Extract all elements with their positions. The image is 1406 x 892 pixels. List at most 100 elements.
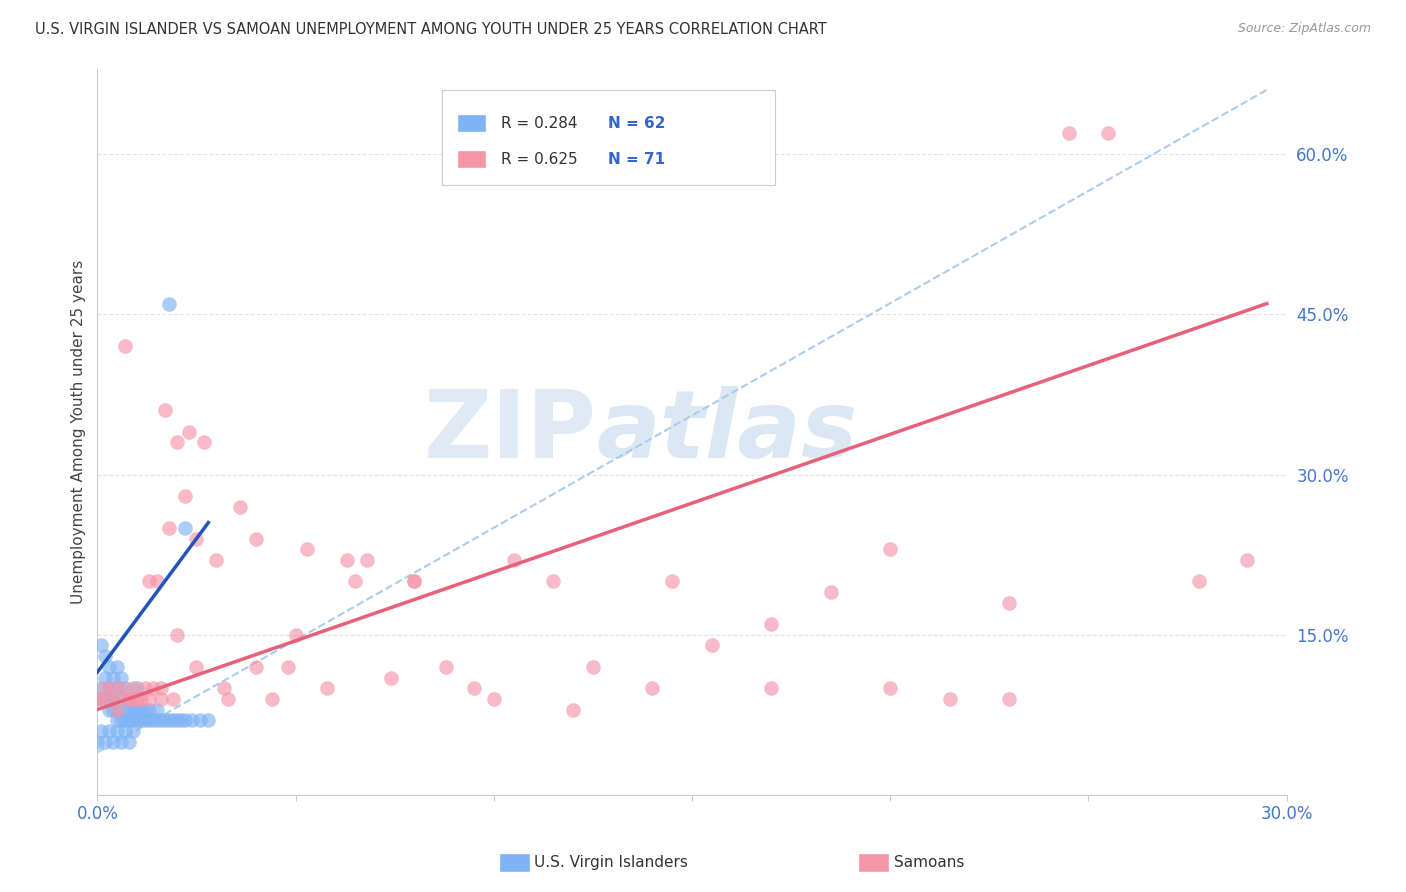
- Point: [212, 681, 235, 696]
- Point: [105, 660, 128, 674]
- Point: [114, 703, 136, 717]
- Point: [162, 713, 184, 727]
- Point: [434, 660, 457, 674]
- Point: [761, 617, 783, 632]
- Point: [90, 723, 112, 738]
- Point: [284, 628, 307, 642]
- Text: R = 0.284: R = 0.284: [501, 115, 576, 130]
- Point: [149, 713, 172, 727]
- Point: [277, 660, 299, 674]
- Point: [134, 713, 156, 727]
- Point: [105, 703, 128, 717]
- Point: [98, 660, 121, 674]
- Point: [186, 532, 208, 546]
- Point: [134, 681, 156, 696]
- Point: [336, 553, 359, 567]
- Point: [98, 723, 121, 738]
- Point: [86, 692, 108, 706]
- Point: [90, 681, 112, 696]
- Point: [173, 489, 195, 503]
- Point: [110, 671, 132, 685]
- Point: [103, 734, 125, 748]
- Point: [229, 500, 252, 514]
- Point: [153, 403, 176, 417]
- Point: [114, 339, 136, 353]
- Point: [190, 713, 212, 727]
- Point: [562, 703, 585, 717]
- Point: [138, 703, 160, 717]
- Point: [217, 692, 239, 706]
- Point: [146, 713, 169, 727]
- Point: [146, 703, 169, 717]
- Point: [1236, 553, 1258, 567]
- Point: [245, 532, 267, 546]
- Point: [177, 425, 200, 439]
- Point: [105, 723, 128, 738]
- Point: [94, 734, 117, 748]
- Text: U.S. VIRGIN ISLANDER VS SAMOAN UNEMPLOYMENT AMONG YOUTH UNDER 25 YEARS CORRELATI: U.S. VIRGIN ISLANDER VS SAMOAN UNEMPLOYM…: [35, 22, 827, 37]
- Point: [103, 671, 125, 685]
- Point: [463, 681, 485, 696]
- Point: [879, 542, 901, 557]
- Point: [103, 692, 125, 706]
- Point: [98, 692, 121, 706]
- Point: [149, 681, 172, 696]
- Point: [169, 713, 191, 727]
- Point: [245, 660, 267, 674]
- Point: [118, 692, 141, 706]
- Point: [122, 713, 145, 727]
- Point: [103, 703, 125, 717]
- Point: [122, 681, 145, 696]
- Point: [166, 628, 188, 642]
- Point: [90, 639, 112, 653]
- Point: [129, 703, 152, 717]
- Point: [103, 681, 125, 696]
- Point: [641, 681, 664, 696]
- Point: [138, 692, 160, 706]
- Bar: [457, 150, 486, 169]
- Point: [118, 692, 141, 706]
- Point: [149, 692, 172, 706]
- Point: [94, 692, 117, 706]
- Text: Samoans: Samoans: [894, 855, 965, 870]
- Point: [118, 734, 141, 748]
- Point: [146, 574, 169, 589]
- Point: [541, 574, 564, 589]
- Point: [125, 692, 148, 706]
- Point: [138, 574, 160, 589]
- Point: [297, 542, 319, 557]
- Point: [110, 681, 132, 696]
- Point: [118, 713, 141, 727]
- Point: [998, 692, 1021, 706]
- Point: [153, 713, 176, 727]
- Point: [162, 692, 184, 706]
- Text: ZIP: ZIP: [425, 386, 596, 478]
- Point: [142, 713, 165, 727]
- Text: N = 62: N = 62: [607, 115, 665, 130]
- Point: [105, 692, 128, 706]
- Point: [125, 692, 148, 706]
- Point: [105, 681, 128, 696]
- Point: [157, 296, 180, 310]
- Point: [197, 713, 219, 727]
- Point: [879, 681, 901, 696]
- Point: [661, 574, 683, 589]
- Point: [90, 692, 112, 706]
- Point: [94, 671, 117, 685]
- Point: [482, 692, 505, 706]
- Point: [998, 596, 1021, 610]
- Point: [700, 639, 723, 653]
- Point: [122, 723, 145, 738]
- Point: [125, 681, 148, 696]
- Y-axis label: Unemployment Among Youth under 25 years: Unemployment Among Youth under 25 years: [72, 260, 86, 604]
- Point: [938, 692, 960, 706]
- Point: [1057, 126, 1080, 140]
- Point: [181, 713, 204, 727]
- Point: [105, 713, 128, 727]
- Point: [166, 435, 188, 450]
- Point: [186, 660, 208, 674]
- Point: [356, 553, 378, 567]
- Point: [129, 692, 152, 706]
- Point: [94, 649, 117, 664]
- Point: [118, 703, 141, 717]
